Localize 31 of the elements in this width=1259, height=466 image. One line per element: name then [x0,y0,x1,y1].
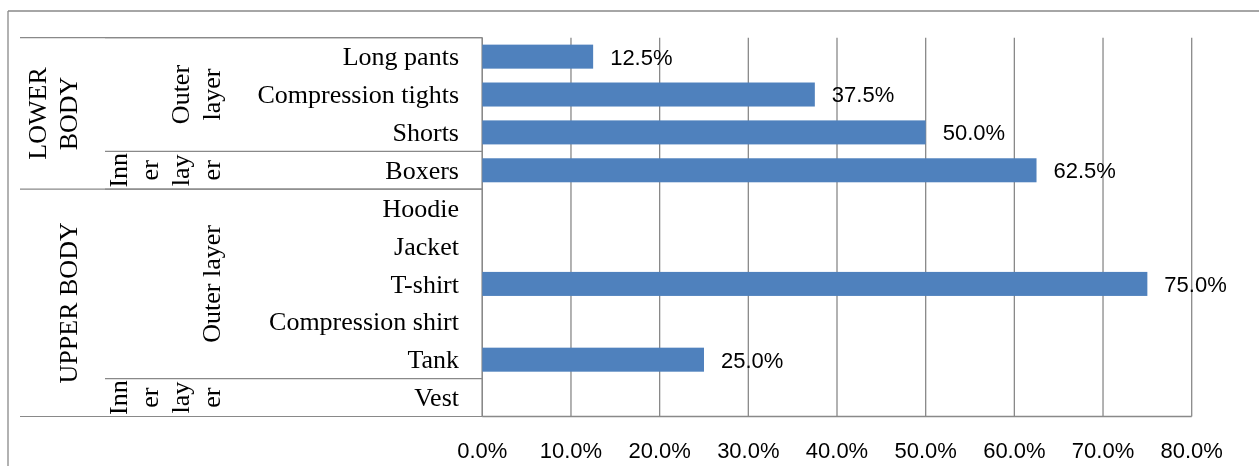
x-tick-label: 60.0% [983,438,1046,463]
y-tick-label: Long pants [342,42,459,72]
text: LOWER BODY [23,66,83,160]
text: Inner layer [104,380,226,415]
y-tick-label: Shorts [392,117,459,147]
y-tick-label: Tank [407,345,459,375]
text: Outer layer [197,224,226,343]
x-tick-label: 80.0% [1160,438,1223,463]
x-tick-label: 0.0% [457,438,508,463]
data-label: 50.0% [942,120,1006,146]
x-tick-label: 20.0% [628,438,691,463]
x-tick-label: 40.0% [805,438,869,463]
y-tick-label: T-shirt [390,269,460,299]
x-tick-label: 50.0% [894,438,957,463]
y-tick-label: Compression tights [257,80,459,110]
data-label: 25.0% [720,347,784,373]
text: UPPER BODY [54,222,83,384]
text: Inner layer [104,152,226,188]
y-tick-label: Jacket [394,231,460,261]
data-label: 12.5% [610,44,673,70]
y-tick-label: Compression shirt [269,307,460,337]
data-label: 37.5% [831,82,895,108]
text: Outer layer [166,64,226,125]
y-tick-label: Vest [414,383,460,413]
data-label: 75.0% [1164,271,1227,297]
y-tick-label: Boxers [385,155,459,185]
x-tick-label: 70.0% [1071,438,1135,463]
y-tick-label: Hoodie [382,193,459,223]
x-tick-label: 10.0% [539,438,603,463]
x-tick-label: 30.0% [717,438,780,463]
data-label: 62.5% [1053,158,1116,184]
